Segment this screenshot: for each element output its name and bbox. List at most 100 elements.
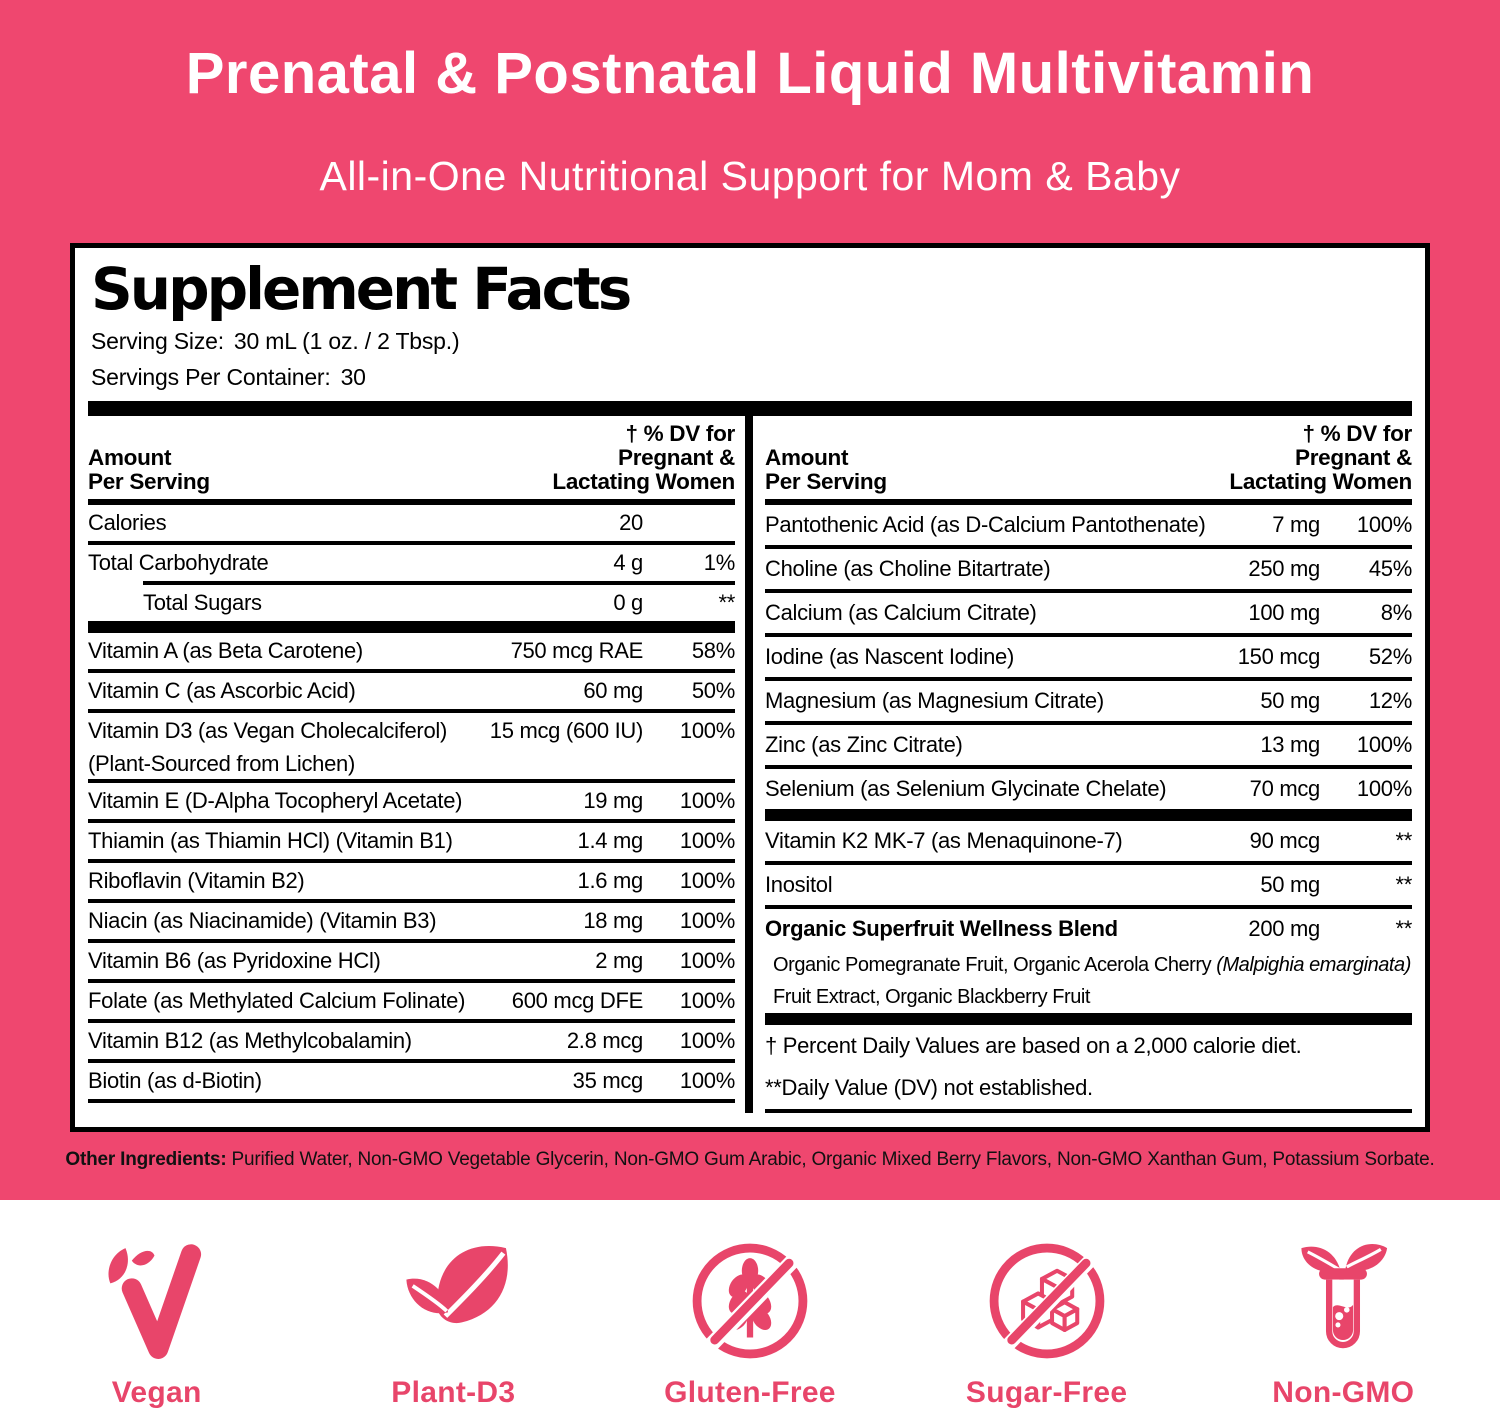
- table-row: Iodine (as Nascent Iodine) 150 mcg 52%: [765, 637, 1412, 677]
- row-amount: 200 mg: [1248, 916, 1320, 942]
- row-dv: **: [1395, 872, 1412, 898]
- row-separator: [765, 861, 1412, 866]
- row-dv: 100%: [1356, 732, 1412, 758]
- row-name: Niacin (as Niacinamide) (Vitamin B3): [88, 908, 437, 934]
- row-separator: [765, 905, 1412, 910]
- row-name: Riboflavin (Vitamin B2): [88, 868, 305, 894]
- table-row: Vitamin D3 (as Vegan Cholecalciferol) (Pl…: [88, 713, 735, 779]
- row-dv: 100%: [679, 868, 735, 894]
- row-dv: **: [718, 590, 735, 616]
- row-dv: 8%: [1380, 600, 1413, 626]
- supplement-facts-header: Supplement Facts Serving Size: 30 mL (1 o…: [75, 248, 1425, 401]
- row-name: Vitamin D3 (as Vegan Cholecalciferol) (Pl…: [88, 718, 448, 777]
- row-name: Calories: [88, 510, 167, 536]
- row-name: Pantothenic Acid (as D-Calcium Pantothen…: [765, 512, 1206, 538]
- row-dv: 100%: [1356, 512, 1412, 538]
- table-row: Vitamin K2 MK-7 (as Menaquinone-7) 90 mcg…: [765, 821, 1412, 861]
- servings-per-container: Servings Per Container: 30: [91, 363, 1409, 391]
- row-name: Zinc (as Zinc Citrate): [765, 732, 963, 758]
- row-separator: [765, 589, 1412, 594]
- table-row: Total Carbohydrate 4 g 1%: [88, 545, 735, 581]
- row-amount: 1.6 mg: [577, 868, 644, 894]
- row-dv: 50%: [691, 678, 735, 704]
- supplement-facts-title: Supplement Facts: [91, 255, 632, 323]
- other-ingredients: Other Ingredients: Purified Water, Non-G…: [0, 1149, 1500, 1171]
- row-dv: 58%: [691, 638, 735, 664]
- table-row: Organic Superfruit Wellness Blend 200 mg *…: [765, 909, 1412, 949]
- table-row: Vitamin C (as Ascorbic Acid) 60 mg 50%: [88, 673, 735, 709]
- row-name: Biotin (as d-Biotin): [88, 1068, 262, 1094]
- amount-per-serving-header: Amount Per Serving: [88, 445, 210, 495]
- row-dv: **: [1395, 916, 1412, 942]
- gluten-free-crossed-wheat-icon: [692, 1243, 808, 1359]
- non-gmo-test-tube-leaf-icon: [1301, 1244, 1388, 1349]
- badge-sugar-free: Sugar-Free: [907, 1238, 1187, 1410]
- row-separator: [765, 1109, 1412, 1114]
- row-name: Vitamin B12 (as Methylcobalamin): [88, 1028, 412, 1054]
- row-amount: 15 mcg (600 IU): [489, 718, 644, 744]
- row-dv: 100%: [679, 828, 735, 854]
- row-amount: 50 mg: [1260, 688, 1320, 714]
- blend-ingredients: Fruit Extract, Organic Blackberry Fruit: [773, 986, 1090, 1009]
- table-row: Choline (as Choline Bitartrate) 250 mg 45%: [765, 549, 1412, 589]
- other-ingredients-text: Purified Water, Non-GMO Vegetable Glycer…: [226, 1149, 1435, 1171]
- amount-per-serving-header: Amount Per Serving: [765, 445, 887, 495]
- row-name: Folate (as Methylated Calcium Folinate): [88, 988, 466, 1014]
- product-subtitle: All-in-One Nutritional Support for Mom &…: [319, 153, 1181, 199]
- row-dv: **: [1395, 828, 1412, 854]
- badge-vegan: Vegan: [17, 1238, 297, 1410]
- page-header: Prenatal & Postnatal Liquid Multivitamin…: [0, 0, 1500, 243]
- row-amount: 100 mg: [1248, 600, 1320, 626]
- row-dv: 100%: [679, 988, 735, 1014]
- row-amount: 2 mg: [595, 948, 643, 974]
- row-amount: 150 mcg: [1237, 644, 1321, 670]
- row-dv: 1%: [703, 550, 736, 576]
- row-name: Vitamin E (D-Alpha Tocopheryl Acetate): [88, 788, 463, 814]
- row-dv: 100%: [1356, 776, 1412, 802]
- table-row: Vitamin B12 (as Methylcobalamin) 2.8 mcg 1…: [88, 1023, 735, 1059]
- row-amount: 750 mcg RAE: [510, 638, 644, 664]
- supplement-facts-panel: Supplement Facts Serving Size: 30 mL (1 o…: [70, 243, 1430, 1133]
- feature-badges: Vegan Plant-D3 Gluten-Free: [0, 1200, 1500, 1425]
- row-separator: [88, 779, 735, 784]
- row-amount: 0 g: [613, 590, 643, 616]
- row-name: Vitamin K2 MK-7 (as Menaquinone-7): [765, 828, 1123, 854]
- row-separator: [88, 899, 735, 904]
- table-row: Vitamin A (as Beta Carotene) 750 mcg RAE 5…: [88, 633, 735, 669]
- row-amount: 2.8 mcg: [566, 1028, 643, 1054]
- table-row: Vitamin E (D-Alpha Tocopheryl Acetate) 19…: [88, 783, 735, 819]
- footnote: **Daily Value (DV) not established.: [765, 1075, 1093, 1101]
- row-name: Vitamin C (as Ascorbic Acid): [88, 678, 356, 704]
- row-separator: [88, 939, 735, 944]
- row-separator: [88, 859, 735, 864]
- badge-label: Sugar-Free: [965, 1376, 1128, 1409]
- row-amount: 4 g: [613, 550, 643, 576]
- row-name: Thiamin (as Thiamin HCl) (Vitamin B1): [88, 828, 453, 854]
- row-amount: 50 mg: [1260, 872, 1320, 898]
- product-title: Prenatal & Postnatal Liquid Multivitamin: [185, 41, 1315, 106]
- blend-ingredients: Organic Pomegranate Fruit, Organic Acero…: [773, 954, 1411, 977]
- plant-d3-leaves-icon: [406, 1246, 509, 1324]
- footnote: † Percent Daily Values are based on a 2,…: [765, 1033, 1302, 1059]
- serving-size-label: Serving Size:: [91, 328, 224, 355]
- badge-label: Non-GMO: [1272, 1376, 1415, 1409]
- pink-background-band: Prenatal & Postnatal Liquid Multivitamin…: [0, 0, 1500, 1200]
- row-amount: 19 mg: [583, 788, 643, 814]
- row-separator: [88, 709, 735, 714]
- row-separator: [765, 721, 1412, 726]
- facts-columns: Amount Per Serving † % DV for Pregnant &…: [88, 416, 1413, 1114]
- row-dv: 45%: [1368, 556, 1412, 582]
- sugar-free-crossed-cubes-icon: [989, 1243, 1104, 1359]
- serving-size: Serving Size: 30 mL (1 oz. / 2 Tbsp.): [91, 327, 1409, 355]
- row-name: Magnesium (as Magnesium Citrate): [765, 688, 1104, 714]
- row-separator: [88, 1059, 735, 1064]
- row-name: Vitamin A (as Beta Carotene): [88, 638, 363, 664]
- row-dv: 100%: [679, 1028, 735, 1054]
- row-amount: 70 mcg: [1249, 776, 1321, 802]
- row-separator: [88, 541, 735, 546]
- table-row: Inositol 50 mg **: [765, 865, 1412, 905]
- row-name: Vitamin B6 (as Pyridoxine HCl): [88, 948, 381, 974]
- header-divider-bar: [88, 401, 1412, 417]
- row-amount: 18 mg: [583, 908, 643, 934]
- row-dv: 100%: [679, 948, 735, 974]
